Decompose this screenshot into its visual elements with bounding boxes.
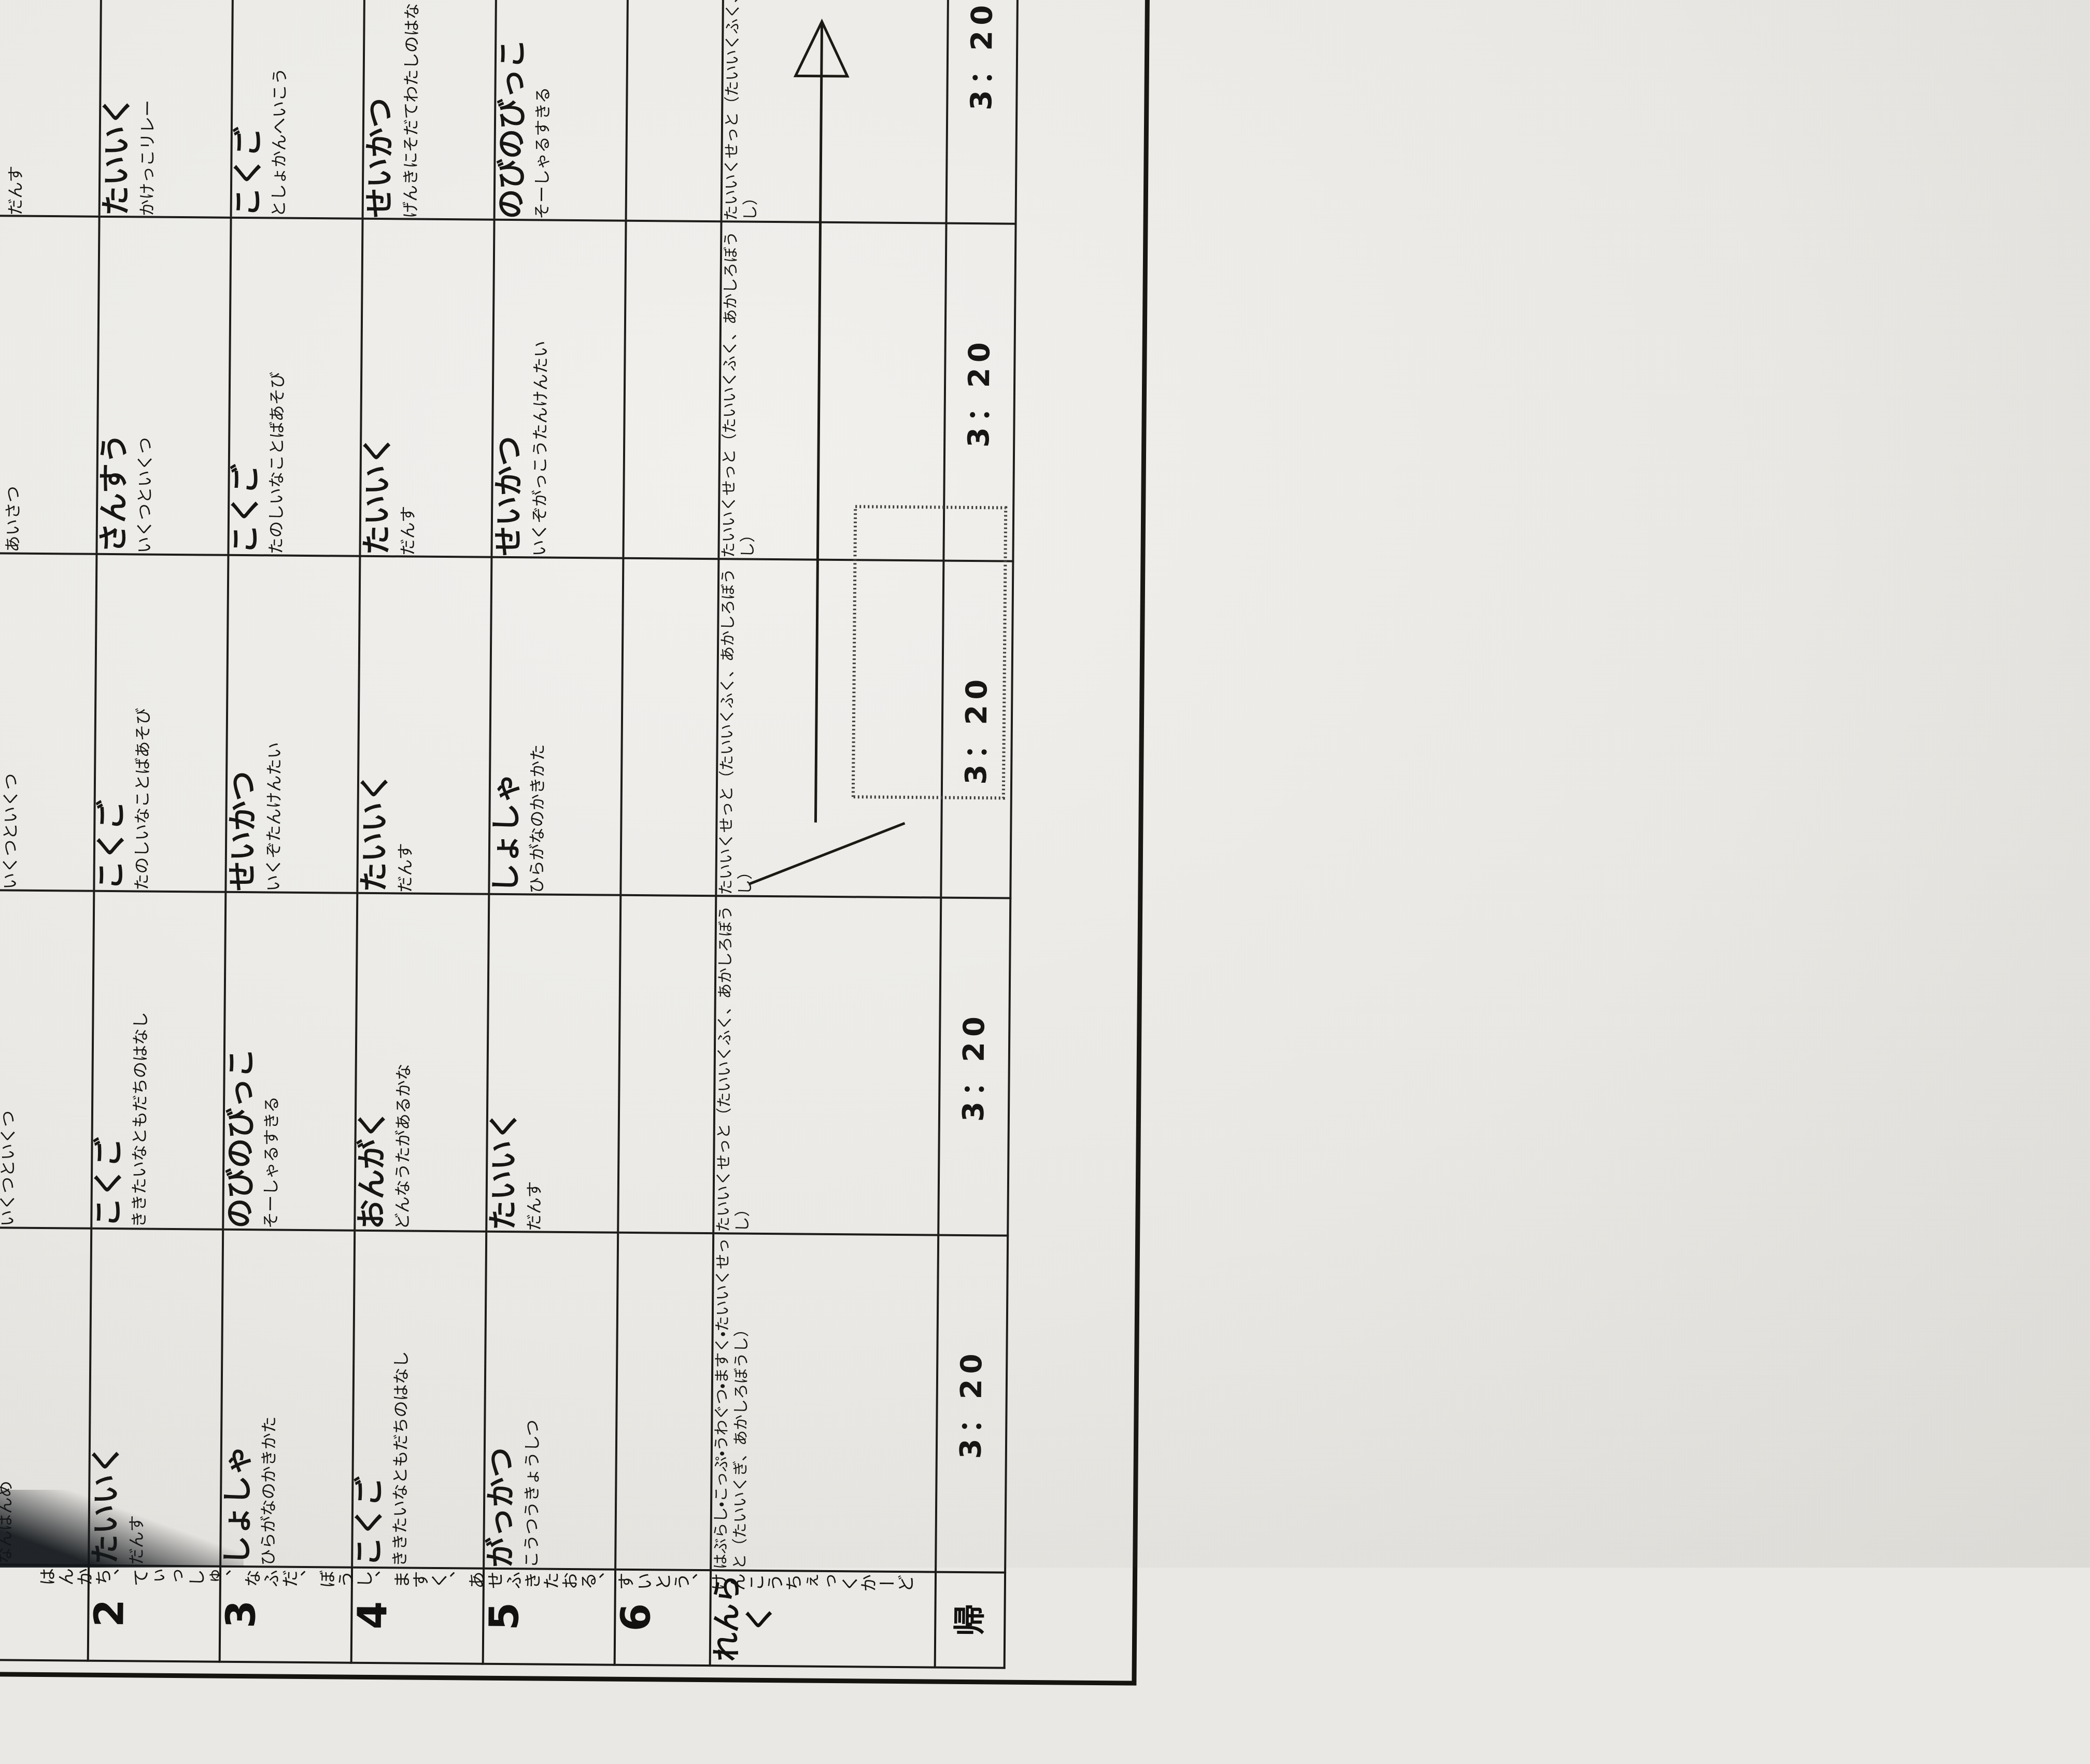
lesson-detail: ひらがなのかきかた: [258, 1416, 279, 1566]
table-row-bring: れんらく はぶらし・こっぷ・うわぐつ・ますく・たいいくせっと（たいいくぎ、あかし…: [710, 0, 949, 1668]
lesson-cell: [615, 1232, 714, 1571]
study-schedule-document: のびのび3組 くみ 学習予定表（1年生） 5がつ こうつうきょうしつ うんどうか…: [0, 0, 1151, 1686]
bring-cell: はぶらし・こっぷ・うわぐつ・ますく・たいいくせっと（たいいくぎ、あかしろぼうし）: [711, 1233, 939, 1572]
photo-background: [0, 0, 2090, 1568]
table-row: 6: [613, 0, 724, 1666]
lesson-detail: いくつといくつ: [0, 1110, 18, 1227]
lesson-detail: こうつうきょうしつ: [521, 1419, 543, 1568]
table-row: 4 こくご ききたいなともだちのはなし おんがく どんなうたがあるかな たいいく だん…: [349, 0, 497, 1664]
lesson-cell: たいいく だんす: [485, 894, 621, 1233]
lesson-cell: さんすういくつといくつ: [95, 217, 231, 555]
lesson-cell: たいいく かけっこリレー: [98, 0, 234, 218]
lesson-cell: しょしゃ ひらがなのかきかた: [488, 557, 624, 895]
home-row-label: 帰: [935, 1572, 1006, 1668]
rotated-sheet-wrapper: のびのび3組 くみ 学習予定表（1年生） 5がつ こうつうきょうしつ うんどうか…: [0, 0, 1750, 1758]
lesson-cell: がっかつ こうつうきょうしつ: [483, 1231, 618, 1570]
lesson-detail: だんす: [5, 165, 26, 216]
lesson-detail: なんばんめ: [0, 1480, 16, 1564]
lesson-detail: だんす: [395, 843, 415, 893]
lesson-detail: げんきにそだてわたしのはな: [400, 3, 422, 219]
home-time-cell: 3：20: [946, 0, 1019, 224]
lesson-detail: かけっこリレー: [137, 100, 158, 217]
table-row-home: 帰 3：20 3：20 3：20 3：20 3：20: [935, 0, 1019, 1668]
schedule-table: こうつうきょうしつ うんどうかいぜんたいれんしゅう うかいじ 10にち（げつ） …: [0, 0, 1020, 1669]
lesson-detail: そーしゃるすきる: [532, 87, 553, 220]
lesson-cell: のびのびっこ そーしゃるすきる: [222, 892, 358, 1231]
lesson-detail: としょかんへいこう: [269, 67, 290, 218]
bring-cell: たいいくせっと（たいいくふく、あかしろぼうし）: [721, 0, 949, 224]
lesson-cell: こくご たのしいなことばあそび: [93, 554, 229, 892]
lesson-detail: ききたいなともだちのはなし: [390, 1351, 412, 1567]
lesson-cell: こくご ききたいなともだちのはなし: [90, 891, 226, 1230]
lesson-detail: いくぞがっこうたんけんたい: [529, 341, 551, 557]
lesson-cell: [626, 0, 724, 222]
home-time-cell: 3：20: [941, 560, 1013, 898]
lesson-detail: いくつといくつ: [134, 437, 156, 554]
lesson-detail: あいさつ: [3, 486, 23, 553]
lesson-detail: だんす: [524, 1181, 544, 1231]
lesson-cell: どうとくあいさつ: [0, 216, 100, 554]
lesson-detail: ひらがなのかきかた: [527, 744, 548, 894]
lesson-cell: たいいく だんす: [0, 0, 102, 217]
lesson-cell: こくご ききたいなともだちのはなし: [351, 1230, 487, 1569]
lesson-detail: ききたいなともだちのはなし: [129, 1011, 151, 1228]
lesson-detail: いくぞたんけんたい: [263, 742, 285, 892]
lesson-cell: [623, 221, 722, 559]
lesson-cell: たいいく だんす: [356, 556, 492, 894]
lesson-cell: たいいく だんす: [359, 219, 495, 557]
table-row: 3 しょしゃ ひらがなのかきかた のびのびっこ そーしゃるすきる せいかつ いくぞたん…: [218, 0, 365, 1663]
lesson-cell: こくご たのしいなことばあそび: [227, 218, 363, 556]
lesson-cell: せいかつ いくぞたんけんたい: [224, 555, 360, 893]
left-margin-note: はんかち、てぃっしゅ、なふだ、ぼうし、ますく、あせふきたおる、すいとう、けんこう…: [38, 1568, 916, 1596]
lesson-detail: たのしいなことばあそび: [132, 708, 153, 891]
lesson-detail: どんなうたがあるかな: [392, 1063, 414, 1230]
bring-cell: たいいくせっと（たいいくふく、あかしろぼうし）: [713, 896, 941, 1235]
lesson-cell: しょしゃ ひらがなのかきかた: [219, 1229, 355, 1568]
lesson-detail: だんす: [126, 1515, 147, 1565]
home-time-cell: 3：20: [943, 223, 1016, 561]
bring-cell: たいいくせっと（たいいくふく、あかしろぼうし）: [716, 559, 944, 898]
lesson-detail: だんす: [398, 505, 418, 556]
lesson-cell: こくご としょかんへいこう: [230, 0, 365, 219]
home-time-cell: 3：20: [938, 897, 1011, 1236]
lesson-detail: たのしいなことばあそび: [266, 372, 288, 555]
lesson-cell: のびのびっこ そーしゃるすきる: [493, 0, 629, 221]
lesson-cell: たいいく だんす: [88, 1228, 223, 1567]
table-row: 5 がっかつ こうつうきょうしつ たいいく だんす しょしゃ ひらがなのかきかた せい…: [481, 0, 629, 1665]
lesson-detail: いくつといくつ: [0, 773, 21, 890]
home-time-cell: 3：20: [936, 1235, 1008, 1573]
table-row: 2 たいいく だんす こくご ききたいなともだちのはなし こくご たのしいなことばあそ…: [86, 0, 234, 1662]
lesson-cell: [618, 895, 716, 1233]
lesson-detail: そーしゃるすきる: [261, 1096, 282, 1229]
lesson-cell: [620, 558, 719, 896]
bring-cell: たいいくせっと（たいいくふく、あかしろぼうし）: [718, 221, 947, 561]
lesson-cell: せいかつ いくぞがっこうたんけんたい: [490, 220, 626, 558]
lesson-cell: おんがく どんなうたがあるかな: [354, 893, 489, 1232]
lesson-cell: さんすうなんばんめ: [0, 1227, 92, 1565]
lesson-cell: せいかつ げんきにそだてわたしのはな: [362, 0, 497, 220]
